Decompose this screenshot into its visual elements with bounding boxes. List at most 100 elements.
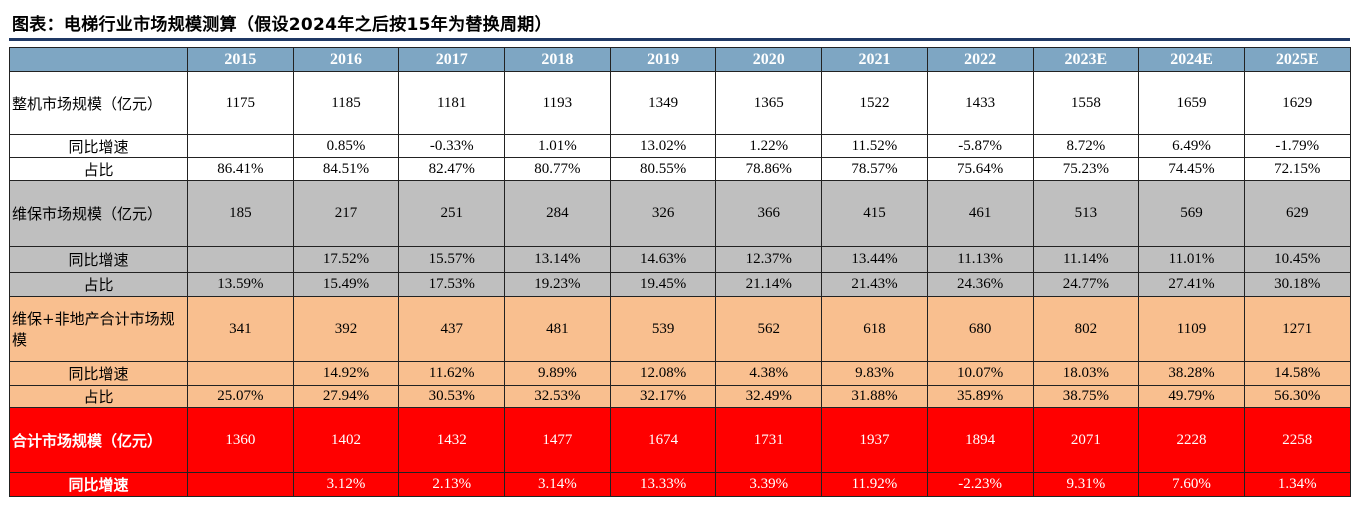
table-cell: 539 [609,296,717,362]
table-cell: 1402 [292,407,400,473]
table-cell: 56.30% [1243,385,1351,408]
table-row: 同比增速 14.92% 11.62% 9.89% 12.08% 4.38% 9.83% 10.… [9,361,1351,386]
table-cell [187,472,294,497]
table-row: 占比 86.41% 84.51% 82.47% 80.77% 80.55% 78.86% 78… [9,157,1351,181]
year-header: 2023E [1032,47,1140,72]
title-divider [9,38,1350,41]
row-label: 整机市场规模（亿元） [9,71,188,135]
table-cell: 629 [1243,180,1351,247]
table-row: 同比增速 17.52% 15.57% 13.14% 14.63% 12.37% 13.44%… [9,246,1351,273]
table-cell: 11.14% [1032,246,1140,273]
table-cell: 1175 [187,71,294,135]
table-cell: 24.77% [1032,272,1140,297]
table-cell: 21.14% [715,272,823,297]
table-row: 整机市场规模（亿元） 1175 1185 1181 1193 1349 1365 1522 14… [9,71,1351,135]
table-cell: 1349 [609,71,717,135]
table-cell: 2258 [1243,407,1351,473]
table-cell: 13.14% [504,246,611,273]
table-cell: 1193 [504,71,611,135]
table-row: 占比 13.59% 15.49% 17.53% 19.23% 19.45% 21.14% 21… [9,272,1351,297]
table-cell: 3.12% [292,472,400,497]
year-header: 2024E [1138,47,1245,72]
table-cell: 1731 [715,407,823,473]
header-corner [9,47,188,72]
table-cell [187,361,294,386]
table-cell: 7.60% [1138,472,1245,497]
table-cell: 80.77% [504,157,611,181]
table-cell: 11.52% [821,134,928,158]
year-header: 2017 [398,47,506,72]
table-cell: 2228 [1138,407,1245,473]
table-cell: 24.36% [926,272,1034,297]
table-cell: 1109 [1138,296,1245,362]
table-cell: 366 [715,180,823,247]
row-label: 维保+非地产合计市场规模 [9,296,188,362]
table-row: 维保市场规模（亿元） 185 217 251 284 326 366 415 461 513 569… [9,180,1351,247]
table-row: 维保+非地产合计市场规模 341 392 437 481 539 562 618 680 802 1… [9,296,1351,362]
table-cell: 481 [504,296,611,362]
table-cell: 461 [926,180,1034,247]
table-cell: 30.18% [1243,272,1351,297]
year-header: 2021 [821,47,928,72]
row-label: 维保市场规模（亿元） [9,180,188,247]
table-cell: 15.49% [292,272,400,297]
table-cell: 74.45% [1138,157,1245,181]
table-cell: 618 [821,296,928,362]
table-cell: 14.58% [1243,361,1351,386]
table-cell: 569 [1138,180,1245,247]
row-label: 占比 [9,272,188,297]
table-cell: 513 [1032,180,1140,247]
table-cell: 17.52% [292,246,400,273]
header-row: 2015 2016 2017 2018 2019 2020 2021 2022 2023E 202… [9,47,1351,72]
table-cell: 251 [398,180,506,247]
table-cell: 1185 [292,71,400,135]
table-cell: -2.23% [926,472,1034,497]
table-cell: 25.07% [187,385,294,408]
table-cell: 14.92% [292,361,400,386]
table-cell: 0.85% [292,134,400,158]
table-cell: 1558 [1032,71,1140,135]
table-cell: 392 [292,296,400,362]
table-cell: 4.38% [715,361,823,386]
table-cell: 680 [926,296,1034,362]
table-cell: -5.87% [926,134,1034,158]
table-cell: 1365 [715,71,823,135]
table-cell: 11.01% [1138,246,1245,273]
table-cell: 1181 [398,71,506,135]
table-cell: 13.02% [609,134,717,158]
table-cell: 10.07% [926,361,1034,386]
table-cell: 27.41% [1138,272,1245,297]
table-cell: 12.08% [609,361,717,386]
table-cell [187,134,294,158]
table-cell: 217 [292,180,400,247]
table-cell: 49.79% [1138,385,1245,408]
table-row: 同比增速 3.12% 2.13% 3.14% 13.33% 3.39% 11.92% -2.2… [9,472,1351,497]
table-cell: 32.53% [504,385,611,408]
table-cell: 1894 [926,407,1034,473]
table-cell: 75.23% [1032,157,1140,181]
table-cell: 9.89% [504,361,611,386]
table-cell: 32.49% [715,385,823,408]
figure-title: 图表：电梯行业市场规模测算（假设2024年之后按15年为替换周期） [12,15,552,35]
table-cell: 3.14% [504,472,611,497]
row-label: 同比增速 [9,246,188,273]
row-label: 同比增速 [9,134,188,158]
table-cell: 38.75% [1032,385,1140,408]
table-cell: 1.01% [504,134,611,158]
table-cell: 802 [1032,296,1140,362]
row-label: 合计市场规模（亿元） [9,407,188,473]
row-label: 占比 [9,385,188,408]
table-cell: 82.47% [398,157,506,181]
table-cell: 6.49% [1138,134,1245,158]
table-cell: 78.57% [821,157,928,181]
table-cell: 562 [715,296,823,362]
table-cell: 1477 [504,407,611,473]
year-header: 2016 [292,47,400,72]
table-cell: 12.37% [715,246,823,273]
table-cell: 13.33% [609,472,717,497]
table-cell: 415 [821,180,928,247]
table-cell: 10.45% [1243,246,1351,273]
table-cell: 1.34% [1243,472,1351,497]
table-cell: 8.72% [1032,134,1140,158]
table-cell: 2071 [1032,407,1140,473]
